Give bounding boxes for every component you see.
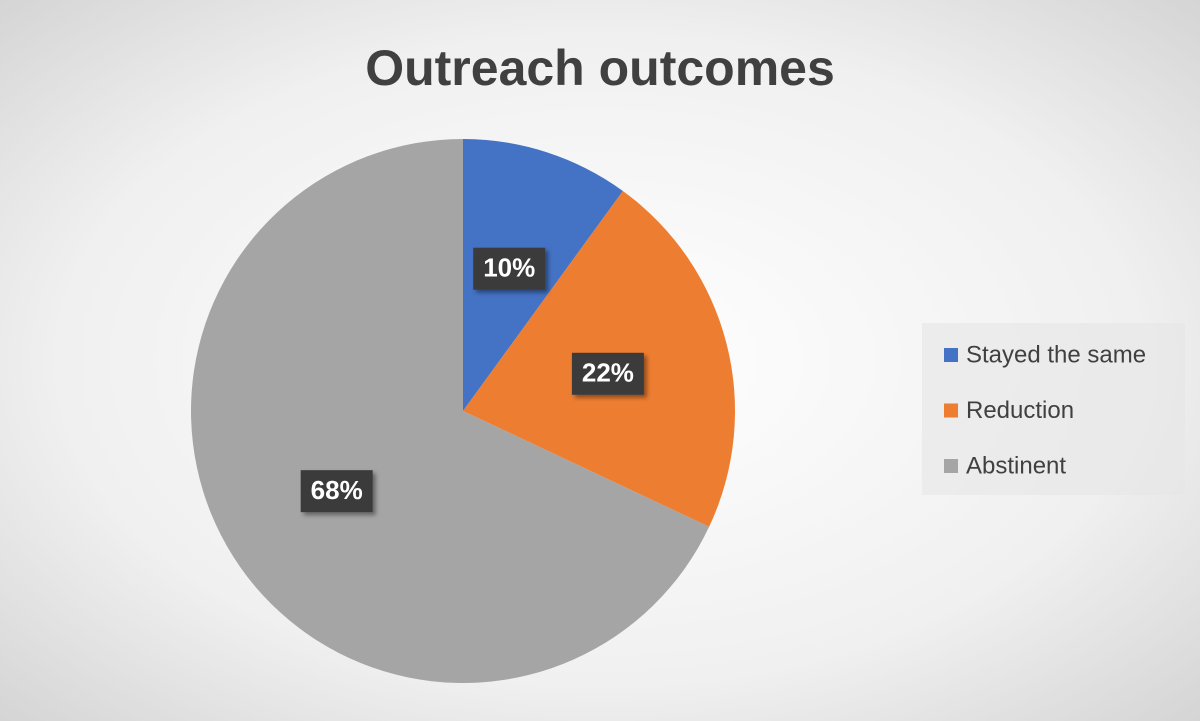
legend-swatch (944, 403, 958, 418)
chart-title: Outreach outcomes (365, 40, 835, 96)
data-label-box (300, 470, 373, 513)
legend-label: Stayed the same (966, 341, 1146, 368)
legend-label: Reduction (966, 397, 1074, 424)
data-label-box (473, 247, 546, 290)
legend-box (922, 323, 1185, 495)
data-label: 22% (582, 358, 634, 388)
legend-swatch (944, 348, 958, 362)
pie-slice (190, 138, 710, 684)
data-label: 10% (483, 253, 535, 283)
data-label-box (571, 352, 644, 395)
data-label: 68% (311, 475, 363, 505)
legend-swatch (944, 459, 958, 473)
legend-label: Abstinent (966, 452, 1066, 479)
